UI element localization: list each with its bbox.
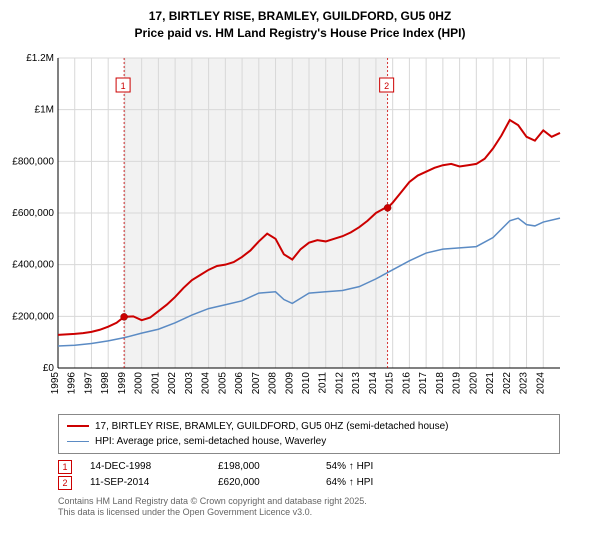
svg-text:£800,000: £800,000 xyxy=(12,156,54,167)
chart-title: 17, BIRTLEY RISE, BRAMLEY, GUILDFORD, GU… xyxy=(10,8,590,42)
tx-date: 11-SEP-2014 xyxy=(90,477,200,488)
title-line-2: Price paid vs. HM Land Registry's House … xyxy=(10,25,590,42)
svg-text:2009: 2009 xyxy=(284,371,295,394)
legend-swatch xyxy=(67,441,89,442)
svg-text:2016: 2016 xyxy=(401,371,412,394)
svg-text:1999: 1999 xyxy=(117,371,128,394)
svg-text:2004: 2004 xyxy=(201,371,212,394)
tx-delta: 54% ↑ HPI xyxy=(326,461,373,472)
svg-text:2018: 2018 xyxy=(435,371,446,394)
svg-text:2019: 2019 xyxy=(452,371,463,394)
svg-text:2014: 2014 xyxy=(368,371,379,394)
chart-plot: £0£200,000£400,000£600,000£800,000£1M£1.… xyxy=(10,48,590,408)
footer-line-1: Contains HM Land Registry data © Crown c… xyxy=(58,496,590,508)
svg-text:2: 2 xyxy=(384,81,389,91)
transaction-row: 1 14-DEC-1998 £198,000 54% ↑ HPI xyxy=(58,460,590,474)
svg-text:2003: 2003 xyxy=(184,371,195,394)
transaction-list: 1 14-DEC-1998 £198,000 54% ↑ HPI 2 11-SEP-201… xyxy=(10,460,590,490)
transaction-row: 2 11-SEP-2014 £620,000 64% ↑ HPI xyxy=(58,476,590,490)
svg-text:1995: 1995 xyxy=(50,371,61,394)
svg-text:2005: 2005 xyxy=(217,371,228,394)
svg-text:2000: 2000 xyxy=(134,371,145,394)
svg-text:2021: 2021 xyxy=(485,371,496,394)
svg-text:2015: 2015 xyxy=(385,371,396,394)
svg-text:2013: 2013 xyxy=(351,371,362,394)
svg-text:2023: 2023 xyxy=(519,371,530,394)
legend-item-hpi: HPI: Average price, semi-detached house,… xyxy=(67,434,551,449)
svg-text:2006: 2006 xyxy=(234,371,245,394)
svg-text:2010: 2010 xyxy=(301,371,312,394)
svg-text:£400,000: £400,000 xyxy=(12,259,54,270)
svg-text:1998: 1998 xyxy=(100,371,111,394)
svg-text:1997: 1997 xyxy=(83,371,94,394)
legend-item-price: 17, BIRTLEY RISE, BRAMLEY, GUILDFORD, GU… xyxy=(67,419,551,434)
tx-delta: 64% ↑ HPI xyxy=(326,477,373,488)
marker-badge: 1 xyxy=(58,460,72,474)
svg-text:£200,000: £200,000 xyxy=(12,311,54,322)
svg-text:2001: 2001 xyxy=(150,371,161,394)
svg-text:2020: 2020 xyxy=(468,371,479,394)
chart-container: 17, BIRTLEY RISE, BRAMLEY, GUILDFORD, GU… xyxy=(0,0,600,527)
tx-price: £620,000 xyxy=(218,477,308,488)
svg-text:2002: 2002 xyxy=(167,371,178,394)
legend-label: HPI: Average price, semi-detached house,… xyxy=(95,434,326,449)
svg-text:2017: 2017 xyxy=(418,371,429,394)
marker-badge: 2 xyxy=(58,476,72,490)
svg-text:1996: 1996 xyxy=(67,371,78,394)
line-chart-svg: £0£200,000£400,000£600,000£800,000£1M£1.… xyxy=(10,48,570,408)
svg-text:£1.2M: £1.2M xyxy=(26,53,54,64)
svg-text:2022: 2022 xyxy=(502,371,513,394)
svg-text:£600,000: £600,000 xyxy=(12,208,54,219)
title-line-1: 17, BIRTLEY RISE, BRAMLEY, GUILDFORD, GU… xyxy=(10,8,590,25)
legend-swatch xyxy=(67,425,89,427)
footer-line-2: This data is licensed under the Open Gov… xyxy=(58,507,590,519)
tx-date: 14-DEC-1998 xyxy=(90,461,200,472)
footer-copyright: Contains HM Land Registry data © Crown c… xyxy=(58,496,590,519)
svg-text:1: 1 xyxy=(121,81,126,91)
svg-text:2024: 2024 xyxy=(535,371,546,394)
svg-text:2007: 2007 xyxy=(251,371,262,394)
svg-text:2008: 2008 xyxy=(268,371,279,394)
legend: 17, BIRTLEY RISE, BRAMLEY, GUILDFORD, GU… xyxy=(58,414,560,454)
svg-text:2012: 2012 xyxy=(334,371,345,394)
legend-label: 17, BIRTLEY RISE, BRAMLEY, GUILDFORD, GU… xyxy=(95,419,448,434)
svg-text:£1M: £1M xyxy=(35,104,54,115)
tx-price: £198,000 xyxy=(218,461,308,472)
svg-text:2011: 2011 xyxy=(318,371,329,393)
